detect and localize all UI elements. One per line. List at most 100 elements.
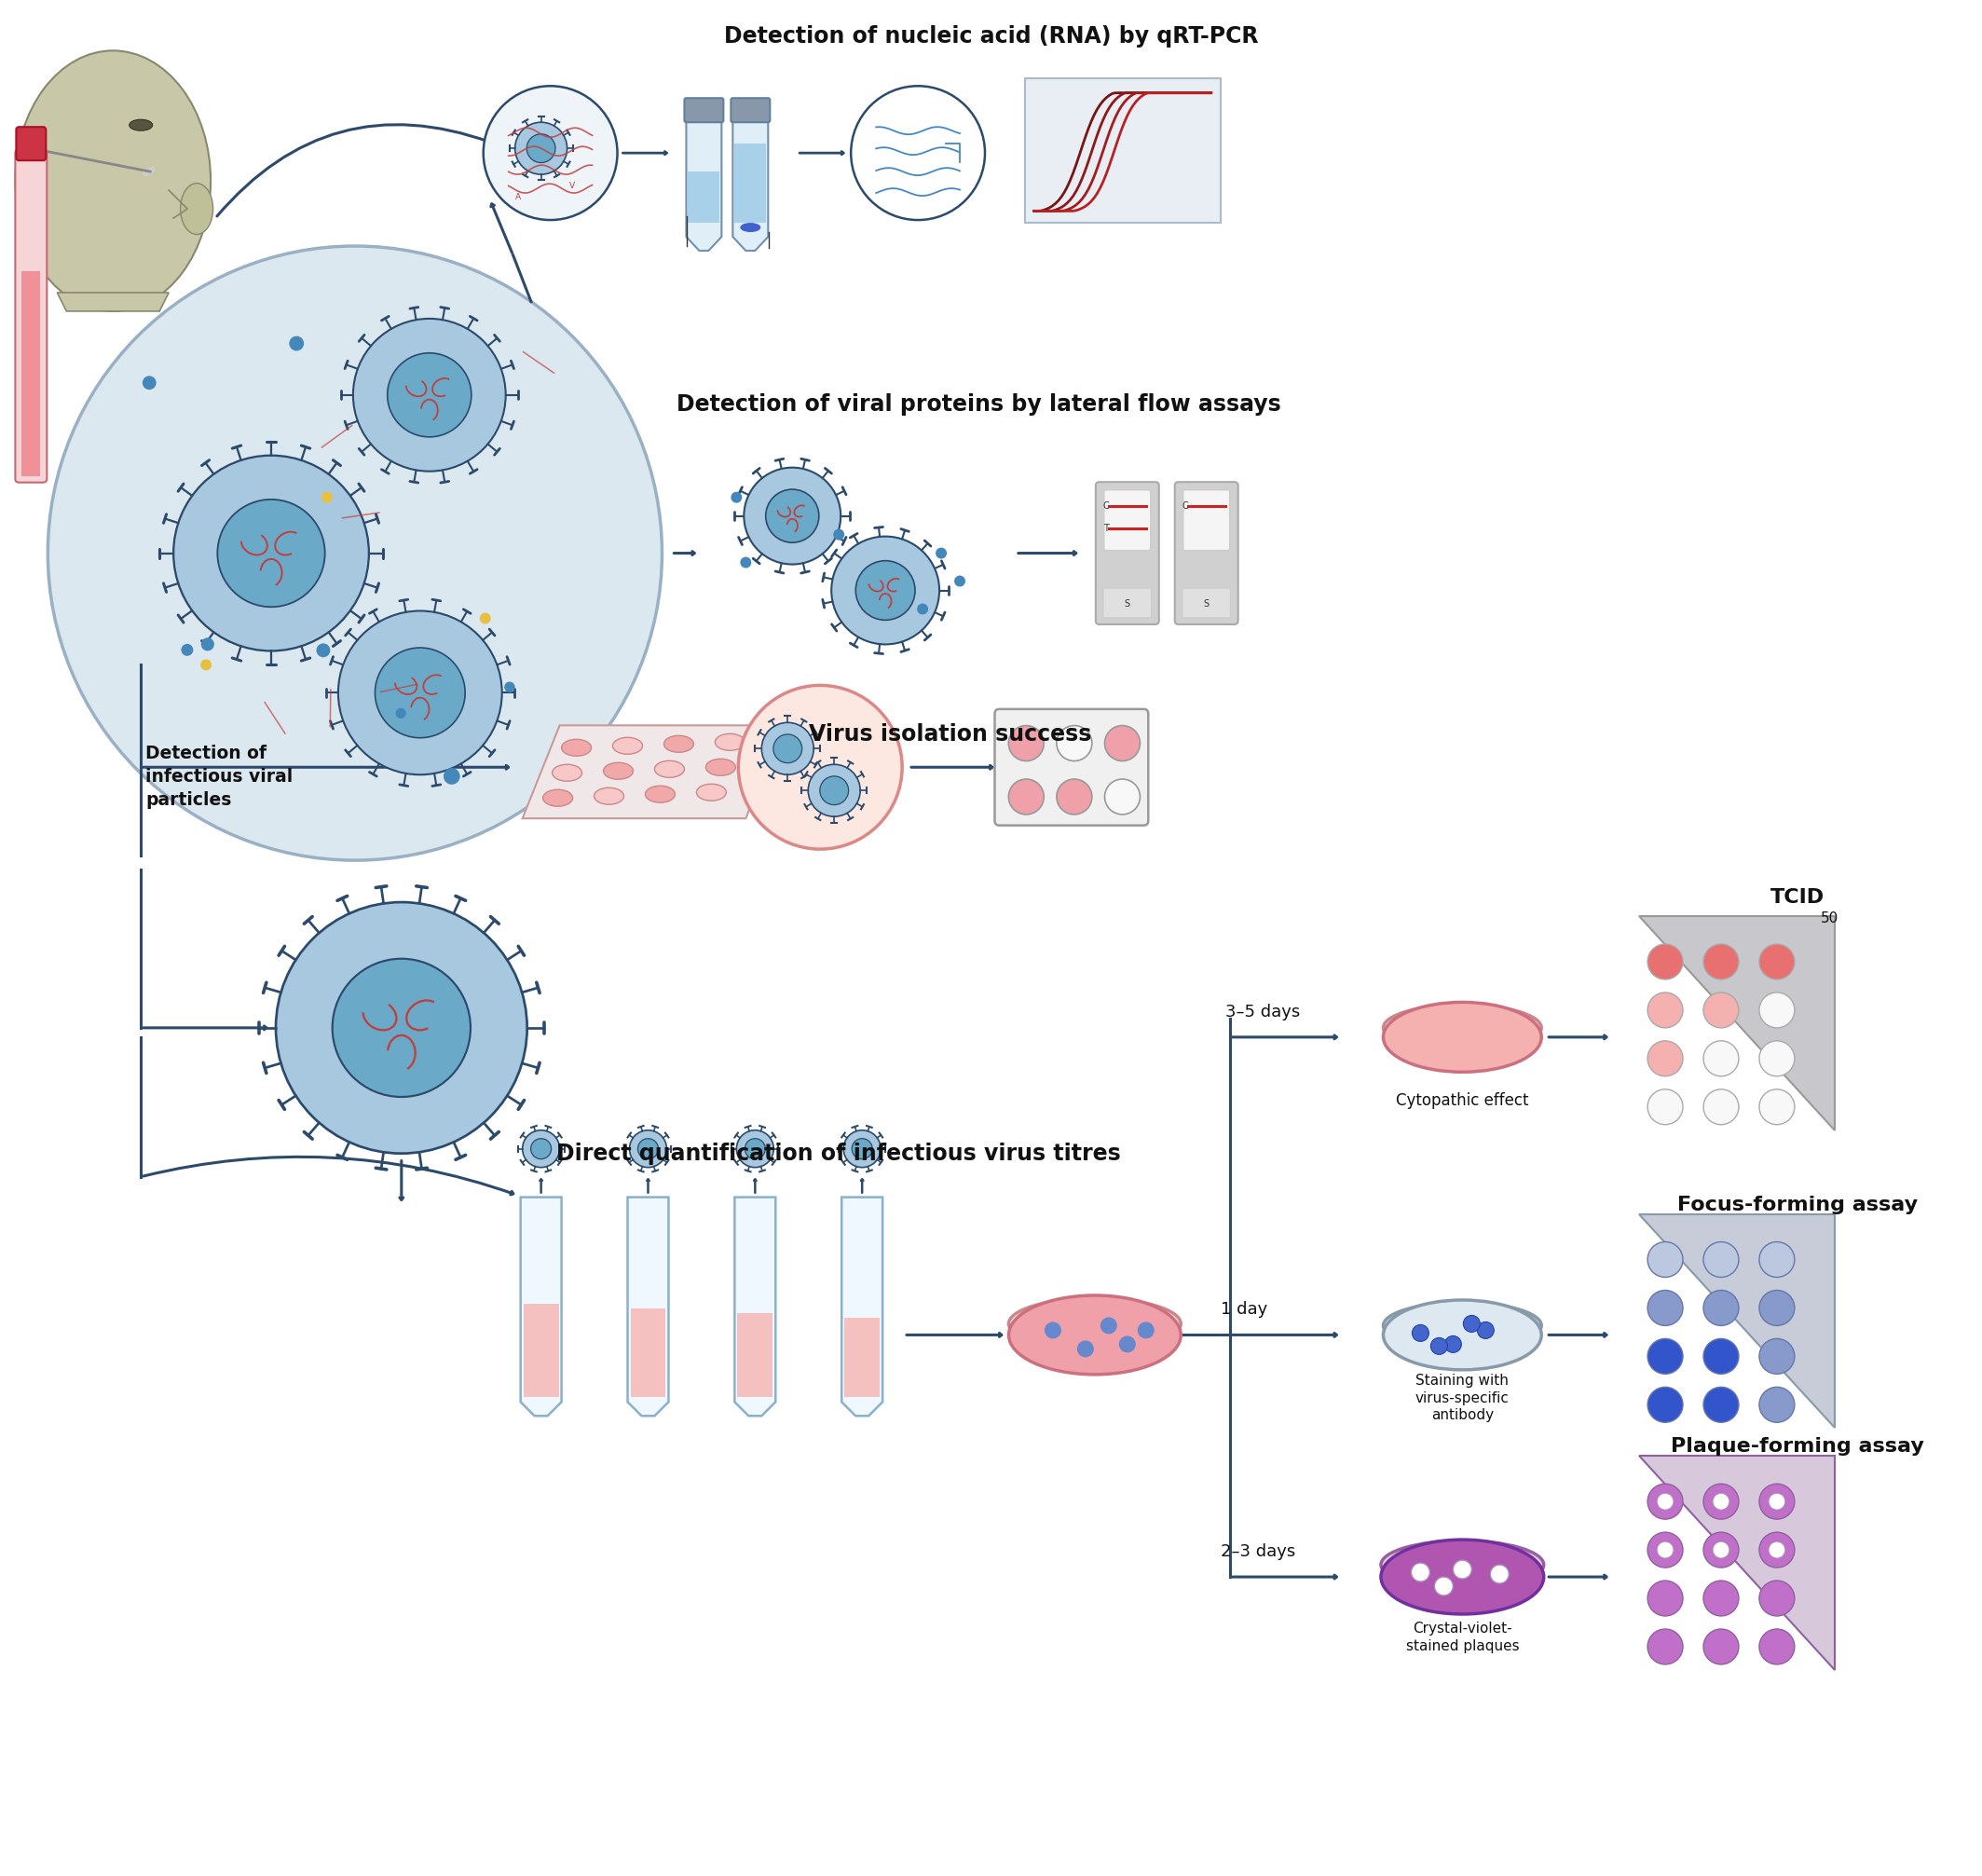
FancyBboxPatch shape (1025, 79, 1221, 223)
Circle shape (503, 681, 515, 692)
Circle shape (1647, 1484, 1683, 1520)
Circle shape (1703, 1090, 1738, 1124)
Circle shape (1760, 1533, 1794, 1568)
Circle shape (1760, 1628, 1794, 1664)
Circle shape (444, 767, 460, 784)
Circle shape (515, 122, 567, 174)
Circle shape (1760, 1484, 1794, 1520)
Polygon shape (735, 144, 767, 223)
Circle shape (1647, 944, 1683, 979)
Ellipse shape (1009, 1294, 1181, 1375)
Circle shape (1463, 1315, 1481, 1332)
FancyBboxPatch shape (1181, 587, 1231, 617)
Circle shape (1657, 1493, 1673, 1510)
Ellipse shape (16, 51, 210, 311)
Circle shape (1647, 1090, 1683, 1124)
Circle shape (1712, 1542, 1730, 1559)
Bar (22, 272, 40, 477)
Polygon shape (842, 1197, 882, 1416)
Circle shape (1431, 1338, 1447, 1354)
Text: V: V (569, 182, 575, 189)
Circle shape (832, 529, 844, 540)
Circle shape (1703, 1386, 1738, 1422)
Circle shape (1435, 1578, 1453, 1595)
Text: 3–5 days: 3–5 days (1225, 1004, 1300, 1021)
Circle shape (1703, 1628, 1738, 1664)
Ellipse shape (1381, 1540, 1544, 1613)
Circle shape (1045, 1323, 1060, 1339)
Circle shape (1760, 1339, 1794, 1373)
Circle shape (1056, 726, 1092, 762)
Text: Cytopathic effect: Cytopathic effect (1395, 1092, 1528, 1109)
Ellipse shape (716, 734, 745, 750)
Circle shape (1076, 1341, 1094, 1356)
Polygon shape (1639, 915, 1835, 1129)
Circle shape (275, 902, 527, 1154)
Ellipse shape (1383, 1302, 1542, 1349)
Circle shape (200, 658, 212, 670)
Text: Direct quantification of infectious virus titres: Direct quantification of infectious viru… (557, 1142, 1122, 1165)
Circle shape (1768, 1493, 1786, 1510)
Circle shape (174, 456, 369, 651)
Circle shape (953, 576, 965, 587)
FancyBboxPatch shape (1104, 490, 1152, 550)
Circle shape (1657, 1542, 1673, 1559)
Text: S: S (1203, 598, 1209, 608)
Polygon shape (735, 1197, 775, 1416)
Circle shape (1760, 1581, 1794, 1615)
Circle shape (918, 604, 928, 615)
Text: 50: 50 (1821, 912, 1839, 925)
FancyBboxPatch shape (1096, 482, 1159, 625)
Circle shape (809, 764, 860, 816)
Circle shape (1760, 944, 1794, 979)
Ellipse shape (612, 737, 642, 754)
Text: 2–3 days: 2–3 days (1221, 1544, 1294, 1561)
Circle shape (1768, 1542, 1786, 1559)
Text: Staining with
virus-specific
antibody: Staining with virus-specific antibody (1415, 1373, 1510, 1422)
Circle shape (1703, 1581, 1738, 1615)
Circle shape (1453, 1561, 1473, 1580)
Circle shape (830, 537, 939, 643)
Polygon shape (733, 120, 769, 251)
Text: Crystal-violet-
stained plaques: Crystal-violet- stained plaques (1405, 1621, 1518, 1653)
Text: Detection of nucleic acid (RNA) by qRT-PCR: Detection of nucleic acid (RNA) by qRT-P… (723, 26, 1259, 49)
Circle shape (1760, 1386, 1794, 1422)
Circle shape (1703, 992, 1738, 1028)
Ellipse shape (664, 735, 694, 752)
Text: S: S (1124, 598, 1130, 608)
Circle shape (143, 375, 157, 390)
Circle shape (333, 959, 470, 1097)
Circle shape (375, 647, 466, 737)
Text: Detection of
infectious viral
particles: Detection of infectious viral particles (145, 745, 293, 809)
Polygon shape (688, 171, 719, 223)
Circle shape (1703, 944, 1738, 979)
Ellipse shape (1383, 1300, 1542, 1369)
Circle shape (765, 490, 819, 542)
Circle shape (180, 643, 192, 657)
Circle shape (523, 1129, 559, 1167)
Circle shape (1760, 992, 1794, 1028)
Ellipse shape (561, 739, 591, 756)
Ellipse shape (1381, 1540, 1544, 1589)
Circle shape (531, 1139, 551, 1159)
Circle shape (743, 467, 840, 565)
Polygon shape (1639, 1456, 1835, 1670)
Circle shape (761, 722, 815, 775)
Circle shape (739, 685, 902, 850)
Circle shape (1647, 1533, 1683, 1568)
Ellipse shape (1383, 1002, 1542, 1071)
Circle shape (1647, 992, 1683, 1028)
Circle shape (1647, 1291, 1683, 1326)
Circle shape (484, 86, 616, 219)
FancyBboxPatch shape (1183, 490, 1229, 550)
FancyBboxPatch shape (1104, 587, 1152, 617)
Ellipse shape (1383, 1004, 1542, 1051)
Circle shape (200, 638, 214, 651)
Circle shape (844, 1129, 880, 1167)
Ellipse shape (696, 784, 725, 801)
Text: Detection of viral proteins by lateral flow assays: Detection of viral proteins by lateral f… (676, 394, 1280, 415)
FancyBboxPatch shape (1175, 482, 1239, 625)
Ellipse shape (646, 786, 676, 803)
Polygon shape (630, 1309, 666, 1398)
Polygon shape (57, 293, 168, 311)
